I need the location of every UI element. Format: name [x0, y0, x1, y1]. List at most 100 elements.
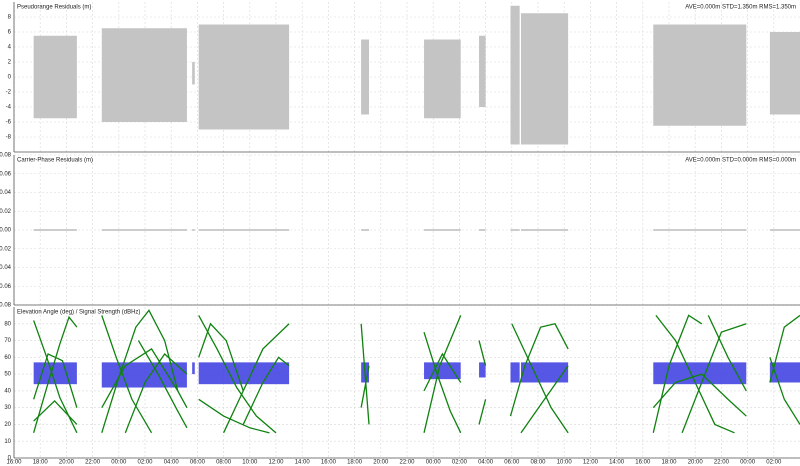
residual-range [424, 39, 461, 119]
panel-stats: AVE=0.000m STD=1.350m RMS=1.350m [685, 5, 796, 11]
y-tick-label: -8 [6, 135, 12, 141]
residual-range [33, 35, 77, 119]
y-tick-label: 80 [4, 321, 11, 327]
y-tick-label: 40 [4, 388, 11, 394]
residual-range [192, 62, 195, 85]
x-tick-label: 00:00 [426, 460, 442, 466]
y-tick-label: 70 [4, 338, 11, 344]
elevation-arc [33, 400, 78, 425]
x-tick-label: 14:00 [295, 460, 311, 466]
y-tick-label: 6 [8, 30, 12, 36]
y-tick-label: 2 [8, 60, 12, 66]
elevation-arc [101, 315, 153, 434]
x-tick-label: 02:00 [137, 460, 153, 466]
signal-strength-band [520, 362, 569, 383]
x-tick-label: 04:00 [164, 460, 180, 466]
y-tick-label: -6 [6, 120, 12, 126]
y-tick-label: 0.02 [0, 209, 12, 215]
elevation-arc [223, 323, 290, 434]
x-tick-label: 02:00 [766, 460, 782, 466]
panel-stats: AVE=0.000m STD=0.000m RMS=0.000m [685, 158, 796, 164]
signal-strength-band [479, 362, 486, 378]
x-tick-label: 06:00 [504, 460, 520, 466]
signal-strength-band [33, 362, 77, 385]
panel-title: Carrier-Phase Residuals (m) [17, 158, 93, 164]
residual-range [653, 24, 747, 126]
y-tick-label: 30 [4, 405, 11, 411]
y-tick-label: 8 [8, 15, 12, 21]
residual-range [510, 5, 520, 145]
x-tick-label: 12:00 [583, 460, 599, 466]
elevation-arc [198, 315, 277, 434]
x-tick-label: 04:00 [478, 460, 494, 466]
x-tick-label: 18:00 [661, 460, 677, 466]
residual-range [769, 229, 800, 231]
y-tick-label: -4 [6, 105, 12, 111]
signal-strength-band [192, 362, 195, 375]
x-tick-label: 22:00 [399, 460, 415, 466]
y-tick-label: 4 [8, 45, 12, 51]
elevation-arc [478, 340, 487, 366]
y-tick-label: 0.06 [0, 171, 12, 177]
signal-strength-band [510, 362, 520, 383]
residual-range [198, 229, 290, 231]
residual-range [520, 13, 569, 145]
x-tick-label: 20:00 [688, 460, 704, 466]
y-tick-label: 0 [8, 456, 12, 462]
y-tick-label: 0.08 [0, 153, 12, 159]
x-tick-label: 22:00 [85, 460, 101, 466]
elevation-arc [137, 340, 188, 429]
x-tick-label: 10:00 [242, 460, 258, 466]
residual-range [424, 229, 461, 231]
residual-range [520, 229, 569, 231]
residual-range [101, 229, 187, 231]
x-tick-label: 22:00 [714, 460, 730, 466]
x-tick-label: 00:00 [111, 460, 127, 466]
elevation-arc [509, 323, 569, 417]
residual-range [479, 229, 486, 231]
elevation-arc [198, 398, 270, 434]
y-tick-label: -0.04 [0, 265, 12, 271]
y-tick-label: 60 [4, 355, 11, 361]
elevation-arc [101, 348, 188, 408]
elevation-arc [360, 323, 370, 425]
residual-range [769, 32, 800, 115]
y-tick-label: -2 [6, 90, 12, 96]
elevation-arc [423, 331, 462, 434]
y-tick-label: 10 [4, 439, 11, 445]
y-tick-label: 50 [4, 372, 11, 378]
x-tick-label: 08:00 [530, 460, 546, 466]
elevation-arc [242, 356, 290, 425]
elevation-arc [423, 315, 462, 433]
elevation-arc [101, 309, 179, 434]
x-tick-label: 18:00 [347, 460, 363, 466]
residual-range [510, 229, 520, 231]
elevation-arc [33, 315, 78, 434]
elevation-arc [769, 357, 800, 425]
residual-range [653, 229, 747, 231]
signal-strength-band [424, 362, 461, 380]
x-tick-label: 18:00 [33, 460, 49, 466]
residual-range [479, 35, 486, 107]
elevation-arc [520, 365, 569, 434]
x-tick-label: 10:00 [557, 460, 573, 466]
x-tick-label: 06:00 [190, 460, 206, 466]
x-tick-label: 00:00 [740, 460, 756, 466]
x-tick-label: 14:00 [609, 460, 625, 466]
y-tick-label: 20 [4, 422, 11, 428]
signal-strength-band [653, 362, 747, 385]
x-tick-label: 08:00 [216, 460, 232, 466]
elevation-arc [423, 352, 462, 392]
panel-title: Pseudorange Residuals (m) [17, 5, 91, 11]
elevation-arc [769, 314, 800, 383]
elevation-arc [681, 323, 747, 434]
x-tick-label: 12:00 [268, 460, 284, 466]
elevation-arc [707, 315, 747, 392]
x-tick-label: 20:00 [59, 460, 75, 466]
signal-strength-band [198, 362, 290, 385]
y-tick-label: -0.08 [0, 303, 12, 309]
elevation-arc [655, 314, 735, 434]
residual-range [361, 229, 370, 231]
panel-title: Elevation Angle (deg) / Signal Strength … [17, 310, 140, 316]
